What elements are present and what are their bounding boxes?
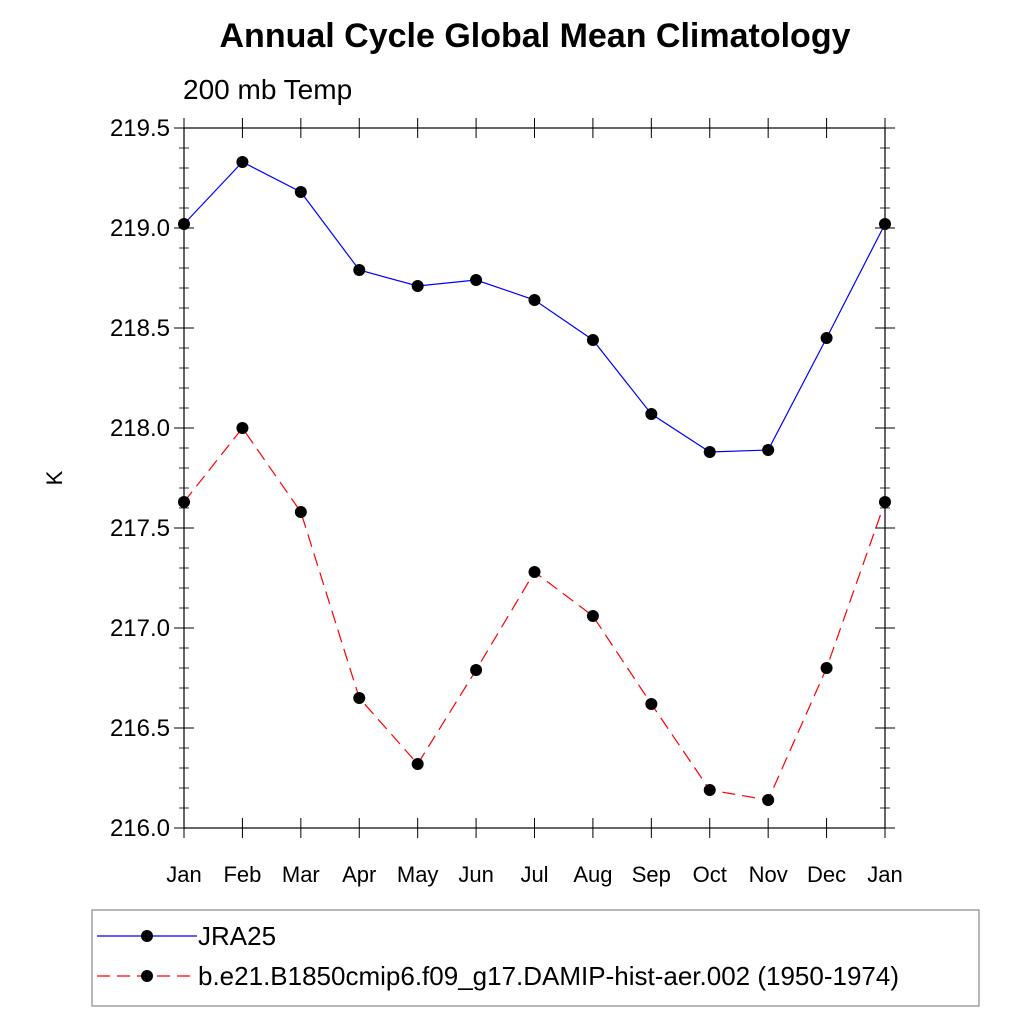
x-tick-label: Sep [632,862,671,887]
legend-box [91,909,980,1007]
data-point-series-1 [820,662,833,674]
x-tick-label: Apr [342,862,376,887]
data-point-series-1 [178,496,190,508]
data-point-series-0 [820,332,833,344]
legend: JRA25 b.e21.B1850cmip6.f09_g17.DAMIP-hist… [97,921,899,991]
y-tick-label: 216.0 [110,815,170,842]
data-point-series-0 [586,334,599,346]
y-tick-label: 219.5 [110,115,170,142]
x-tick-label: Jan [867,862,902,887]
axis-ticks [174,118,895,838]
data-point-series-0 [528,294,541,306]
data-point-series-1 [236,422,249,434]
x-tick-label: Jun [458,862,493,887]
y-tick-label: 218.0 [110,415,170,442]
series-line-0 [183,161,886,453]
data-point-series-0 [294,186,307,198]
data-point-series-1 [703,784,716,796]
x-tick-label: Feb [223,862,261,887]
x-tick-label: Mar [282,862,320,887]
data-point-series-0 [879,218,891,230]
y-tick-label: 217.5 [110,515,170,542]
x-tick-labels: Jan Feb Mar Apr May Jun Jul Aug Sep Oct Nov Dec Jan [166,862,902,887]
data-point-series-0 [762,444,775,456]
plot-frame [183,127,886,829]
data-point-series-0 [411,280,424,292]
series-line-1 [183,426,886,801]
data-point-series-0 [703,446,716,458]
data-point-series-1 [879,496,891,508]
x-tick-label: Dec [807,862,846,887]
legend-marker-1 [141,970,153,982]
x-tick-label: Jan [166,862,201,887]
data-point-series-1 [470,664,483,676]
series-group [178,156,891,806]
x-tick-label: Oct [693,862,727,887]
y-tick-label: 216.5 [110,715,170,742]
legend-marker-0 [141,930,153,942]
data-point-series-1 [411,758,424,770]
data-point-series-1 [762,794,775,806]
data-point-series-0 [470,274,483,286]
legend-label-0: JRA25 [198,921,276,951]
data-point-series-1 [528,566,541,578]
data-point-series-1 [294,506,307,518]
data-point-series-0 [645,408,658,420]
x-tick-label: May [397,862,439,887]
data-point-series-1 [586,610,599,622]
y-tick-labels: 216.0 216.5 217.0 217.5 218.0 218.5 219.0 219.5 [110,115,170,842]
data-point-series-1 [645,698,658,710]
legend-label-1: b.e21.B1850cmip6.f09_g17.DAMIP-hist-aer.… [198,961,899,991]
chart-title: Annual Cycle Global Mean Climatology [220,17,851,55]
x-tick-label: Jul [520,862,548,887]
y-axis-label: K [42,470,67,485]
data-point-series-1 [353,692,366,704]
chart-subtitle: 200 mb Temp [183,74,352,105]
y-tick-label: 218.5 [110,315,170,342]
data-point-series-0 [353,264,366,276]
data-point-series-0 [178,218,190,230]
y-tick-label: 219.0 [110,215,170,242]
x-tick-label: Aug [573,862,612,887]
y-tick-label: 217.0 [110,615,170,642]
data-point-series-0 [236,156,249,168]
x-tick-label: Nov [749,862,788,887]
